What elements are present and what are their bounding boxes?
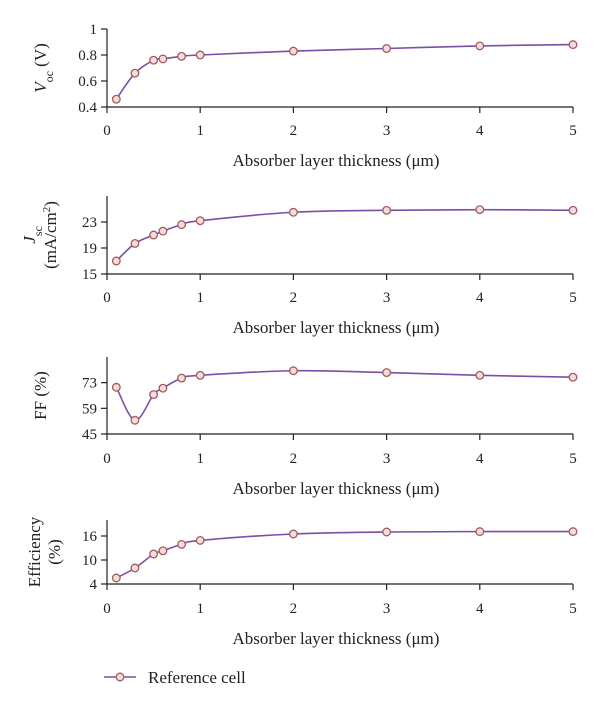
- data-point: [111, 256, 121, 266]
- data-point: [475, 205, 485, 215]
- data-point: [130, 68, 140, 78]
- data-point: [568, 40, 578, 50]
- y-tick-label: 45: [82, 427, 97, 443]
- y-tick-label: 0.8: [78, 48, 97, 64]
- data-point: [158, 546, 168, 556]
- y-tick-label: 23: [82, 215, 97, 231]
- panel-1: 0 1 2 3 4 5 0.4 0.6 0.8 1 Absorber layer thickness…: [31, 22, 578, 170]
- data-point: [149, 390, 159, 400]
- data-point: [288, 529, 298, 539]
- y-tick-label: 16: [82, 529, 98, 545]
- data-point: [382, 527, 392, 537]
- x-tick-label: 0: [103, 123, 111, 139]
- x-tick-label: 0: [103, 601, 111, 617]
- data-point: [475, 370, 485, 380]
- data-point: [288, 207, 298, 217]
- x-tick-label: 0: [103, 290, 111, 306]
- y-tick-label: 0.4: [78, 100, 97, 116]
- y-tick-label: 59: [82, 401, 97, 417]
- panel-4: 0 1 2 3 4 5 4 10 16 Absorber layer thickness (μm)…: [25, 516, 578, 648]
- data-point: [130, 238, 140, 248]
- x-tick-label: 5: [569, 601, 577, 617]
- legend-marker: [115, 672, 125, 682]
- y-axis-label: FF (%): [31, 371, 50, 420]
- data-point: [288, 366, 298, 376]
- data-point: [149, 549, 159, 559]
- series-line: [115, 43, 574, 100]
- data-point: [158, 383, 168, 393]
- data-point: [177, 539, 187, 549]
- y-tick-label: 1: [90, 22, 98, 38]
- data-point: [111, 382, 121, 392]
- x-tick-label: 1: [196, 451, 204, 467]
- data-point: [130, 563, 140, 573]
- x-tick-label: 0: [103, 451, 111, 467]
- x-tick-label: 1: [196, 601, 204, 617]
- x-tick-label: 4: [476, 601, 484, 617]
- x-tick-label: 3: [383, 290, 391, 306]
- x-tick-label: 2: [290, 601, 298, 617]
- series-line: [115, 208, 574, 262]
- y-tick-label: 19: [82, 241, 97, 257]
- x-tick-label: 3: [383, 601, 391, 617]
- y-tick-label: 73: [82, 376, 97, 392]
- y-tick-label: 15: [82, 267, 97, 283]
- x-tick-label: 4: [476, 123, 484, 139]
- data-point: [382, 205, 392, 215]
- x-tick-label: 4: [476, 451, 484, 467]
- series-line: [115, 530, 574, 579]
- data-point: [177, 373, 187, 383]
- data-point: [177, 220, 187, 230]
- data-point: [475, 41, 485, 51]
- y-tick-label: 10: [82, 553, 97, 569]
- legend: Reference cell: [104, 668, 246, 687]
- data-point: [149, 55, 159, 65]
- data-point: [195, 370, 205, 380]
- x-tick-label: 4: [476, 290, 484, 306]
- x-axis-label: Absorber layer thickness (μm): [233, 318, 440, 337]
- y-tick-label: 4: [90, 577, 98, 593]
- x-tick-label: 2: [290, 451, 298, 467]
- data-point: [475, 527, 485, 537]
- y-axis-label: Efficiency(%): [25, 516, 64, 587]
- data-point: [130, 415, 140, 425]
- x-tick-label: 2: [290, 123, 298, 139]
- data-point: [158, 226, 168, 236]
- x-tick-label: 3: [383, 123, 391, 139]
- x-axis-label: Absorber layer thickness (μm): [233, 479, 440, 498]
- x-tick-label: 1: [196, 123, 204, 139]
- data-point: [158, 54, 168, 64]
- data-point: [382, 44, 392, 53]
- y-axis-label: Jsc(mA/cm2): [20, 201, 60, 269]
- data-point: [195, 216, 205, 226]
- x-tick-label: 3: [383, 451, 391, 467]
- x-axis-label: Absorber layer thickness (μm): [233, 629, 440, 648]
- x-tick-label: 5: [569, 123, 577, 139]
- x-tick-label: 2: [290, 290, 298, 306]
- x-tick-label: 5: [569, 290, 577, 306]
- data-point: [288, 46, 298, 56]
- x-axis-label: Absorber layer thickness (μm): [233, 151, 440, 170]
- x-tick-label: 1: [196, 290, 204, 306]
- legend-label: Reference cell: [148, 668, 246, 687]
- data-point: [382, 368, 392, 378]
- data-point: [149, 230, 159, 240]
- data-point: [568, 527, 578, 537]
- x-tick-label: 5: [569, 451, 577, 467]
- data-point: [111, 573, 121, 583]
- data-point: [195, 535, 205, 545]
- data-point: [195, 50, 205, 60]
- data-point: [111, 94, 121, 104]
- y-tick-label: 0.6: [78, 74, 97, 90]
- y-axis-label: Voc (V): [31, 43, 56, 93]
- data-point: [568, 205, 578, 215]
- data-point: [568, 372, 578, 382]
- data-point: [177, 51, 187, 61]
